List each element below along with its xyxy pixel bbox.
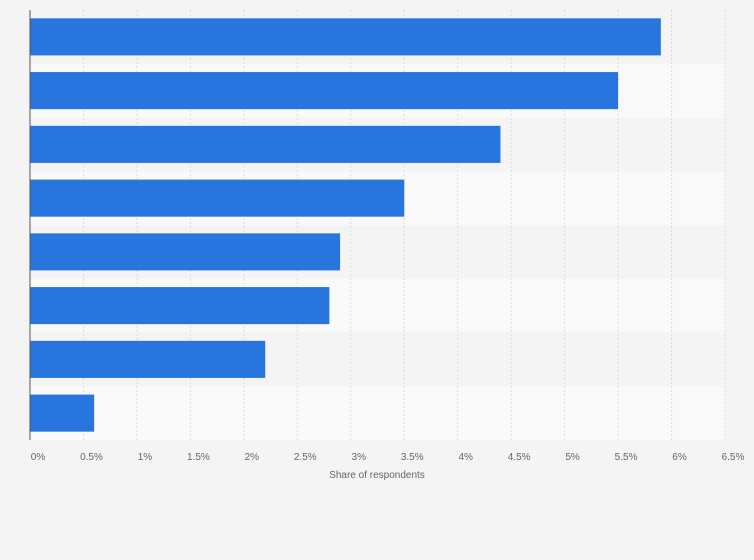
bar[interactable] bbox=[30, 18, 661, 56]
bar[interactable] bbox=[30, 72, 619, 110]
bars bbox=[30, 18, 661, 432]
bar[interactable] bbox=[30, 287, 330, 325]
x-tick-label: 6.5% bbox=[722, 452, 745, 463]
x-tick-label: 1.5% bbox=[187, 452, 210, 463]
bar[interactable] bbox=[30, 125, 501, 163]
row-band bbox=[30, 386, 725, 440]
x-tick-label: 0% bbox=[31, 452, 46, 463]
bar[interactable] bbox=[30, 179, 405, 217]
x-tick-label: 1% bbox=[138, 452, 153, 463]
x-tick-label: 5% bbox=[565, 452, 580, 463]
x-axis-title: Share of respondents bbox=[329, 470, 425, 481]
x-tick-label: 2% bbox=[245, 452, 260, 463]
x-tick-label: 4.5% bbox=[508, 452, 531, 463]
x-axis-ticks: 0% 0.5% 1% 1.5% 2% 2.5% 3% 3.5% 4% 4.5% 5% 5.5% 6% 6.… bbox=[31, 452, 745, 463]
x-tick-label: 3.5% bbox=[401, 452, 424, 463]
x-tick-label: 6% bbox=[672, 452, 687, 463]
x-tick-label: 3% bbox=[352, 452, 367, 463]
x-tick-label: 5.5% bbox=[615, 452, 638, 463]
x-tick-label: 4% bbox=[458, 452, 473, 463]
x-tick-label: 2.5% bbox=[294, 452, 317, 463]
bar[interactable] bbox=[30, 340, 266, 378]
bar[interactable] bbox=[30, 394, 95, 432]
bar[interactable] bbox=[30, 233, 341, 271]
x-tick-label: 0.5% bbox=[80, 452, 103, 463]
